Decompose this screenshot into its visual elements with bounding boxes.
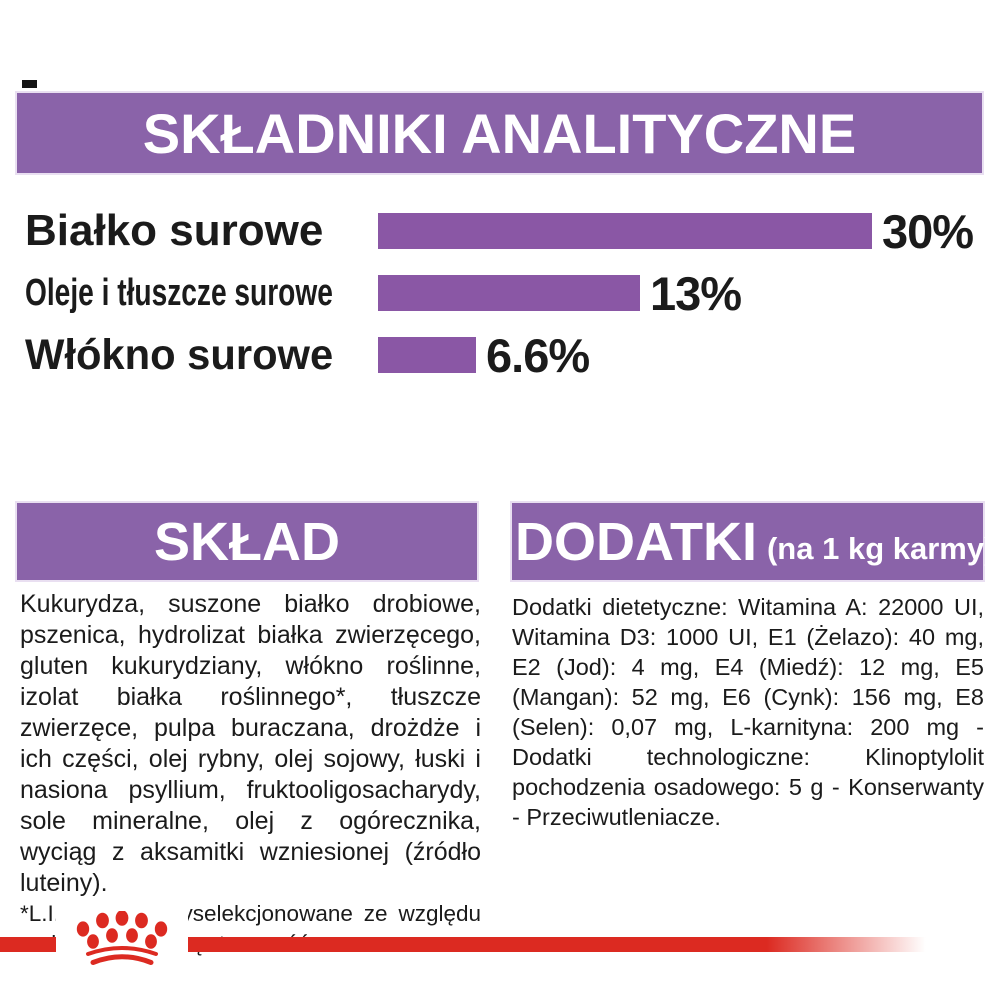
category-label: Białko surowe <box>25 206 324 255</box>
bar-value: 13% <box>650 266 742 320</box>
category-label: Oleje i tłuszcze surowe <box>25 271 333 314</box>
category-label: Włókno surowe <box>25 330 334 379</box>
chart-bar <box>378 337 476 373</box>
analytical-constituents-bar-chart: Białko surowe 30% Oleje i tłuszcze surow… <box>25 203 985 389</box>
additives-paragraph: Dodatki dietetyczne: Witamina A: 22000 U… <box>512 594 984 830</box>
ingredients-paragraph: Kukurydza, suszone białko drobiowe, psze… <box>20 590 481 897</box>
analytical-constituents-banner: SKŁADNIKI ANALITYCZNE <box>17 93 982 173</box>
row-label: Białko surowe <box>25 206 378 256</box>
print-artifact-mark <box>22 80 37 88</box>
brand-stripe <box>0 937 935 952</box>
row-label: Włókno surowe <box>25 331 378 380</box>
brand-logo-box <box>56 901 188 977</box>
additives-subtitle: (na 1 kg karmy) <box>766 530 995 566</box>
additives-title: DODATKI <box>515 511 757 572</box>
royal-canin-crown-icon <box>76 911 168 965</box>
composition-title: SKŁAD <box>154 511 340 572</box>
row-label: Oleje i tłuszcze surowe <box>25 272 378 315</box>
additives-text-column: Dodatki dietetyczne: Witamina A: 22000 U… <box>512 592 984 832</box>
chart-row: Oleje i tłuszcze surowe 13% <box>25 265 985 321</box>
page-title: SKŁADNIKI ANALITYCZNE <box>142 101 857 165</box>
chart-row: Białko surowe 30% <box>25 203 985 259</box>
bar-value: 6.6% <box>486 328 590 382</box>
bar-value: 30% <box>882 204 974 258</box>
chart-bar <box>378 213 872 249</box>
chart-row: Włókno surowe 6.6% <box>25 327 985 383</box>
composition-banner: SKŁAD <box>17 503 477 580</box>
additives-banner: DODATKI (na 1 kg karmy) <box>512 503 994 580</box>
chart-bar <box>378 275 640 311</box>
